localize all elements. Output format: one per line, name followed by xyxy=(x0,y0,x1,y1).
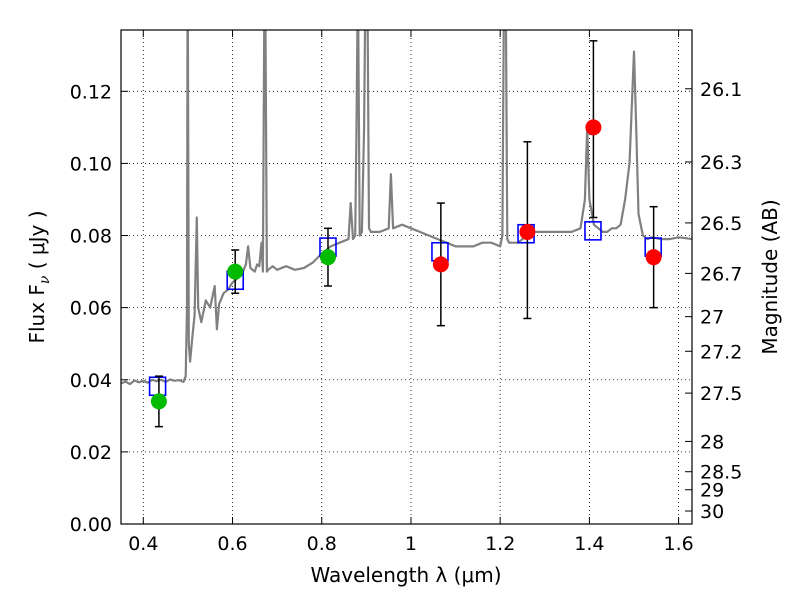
y-tick-label: 0.12 xyxy=(70,81,112,103)
x-tick-label: 1.4 xyxy=(574,533,604,555)
y-axis-right-label: Magnitude (AB) xyxy=(758,199,782,354)
photometry-point xyxy=(227,263,244,280)
x-tick-label: 1 xyxy=(405,533,417,555)
x-tick-label: 0.6 xyxy=(217,533,247,555)
photometry-point xyxy=(645,249,662,266)
model-flux-box xyxy=(584,221,602,241)
x-tick-label: 0.8 xyxy=(307,533,337,555)
y-tick-label: 0.08 xyxy=(70,226,112,248)
x-tick-label: 1.6 xyxy=(664,533,694,555)
y-axis-left-label: Flux Fν ( μJy ) xyxy=(25,210,53,343)
y-tick-label: 0.06 xyxy=(70,298,112,320)
model-spectrum-line xyxy=(121,30,692,386)
y-axis-left-label-main: Flux F xyxy=(25,284,49,343)
y-right-tick-label: 26.5 xyxy=(700,213,742,235)
y-right-tick-label: 26.1 xyxy=(700,79,742,101)
y-right-tick-label: 30 xyxy=(700,501,724,523)
photometry-point xyxy=(519,223,536,240)
y-right-tick-label: 26.3 xyxy=(700,152,742,174)
y-tick-label: 0.02 xyxy=(70,442,112,464)
photometry-point xyxy=(319,249,336,266)
y-right-tick-label: 26.7 xyxy=(700,263,742,285)
x-tick-label: 0.4 xyxy=(128,533,158,555)
y-right-tick-label: 28.5 xyxy=(700,462,742,484)
plot-frame xyxy=(120,29,693,525)
photometry-point xyxy=(585,119,602,136)
y-tick-label: 0.00 xyxy=(70,514,112,536)
spectrum-layer xyxy=(121,30,692,386)
y-tick-label: 0.04 xyxy=(70,370,112,392)
x-tick-label: 1.2 xyxy=(485,533,515,555)
photometry-point xyxy=(432,256,449,273)
y-right-tick-label: 29 xyxy=(700,480,724,502)
y-tick-label: 0.10 xyxy=(70,153,112,175)
y-right-tick-label: 27 xyxy=(700,307,724,329)
y-right-tick-label: 28 xyxy=(700,431,724,453)
y-axis-left-ticks: 0.00 0.02 0.04 0.06 0.08 0.10 0.12 xyxy=(70,81,128,536)
photometry-point-layer xyxy=(150,119,662,410)
x-axis-ticks: 0.4 0.6 0.8 1 1.2 1.4 1.6 xyxy=(128,30,694,555)
y-axis-left-label-unit: ( μJy ) xyxy=(25,210,49,275)
y-axis-left-label-sub: ν xyxy=(37,275,53,284)
y-right-tick-label: 27.5 xyxy=(700,383,742,405)
photometry-point xyxy=(150,393,167,410)
x-axis-label: Wavelength λ (μm) xyxy=(310,563,501,587)
y-right-tick-label: 27.2 xyxy=(700,341,742,363)
